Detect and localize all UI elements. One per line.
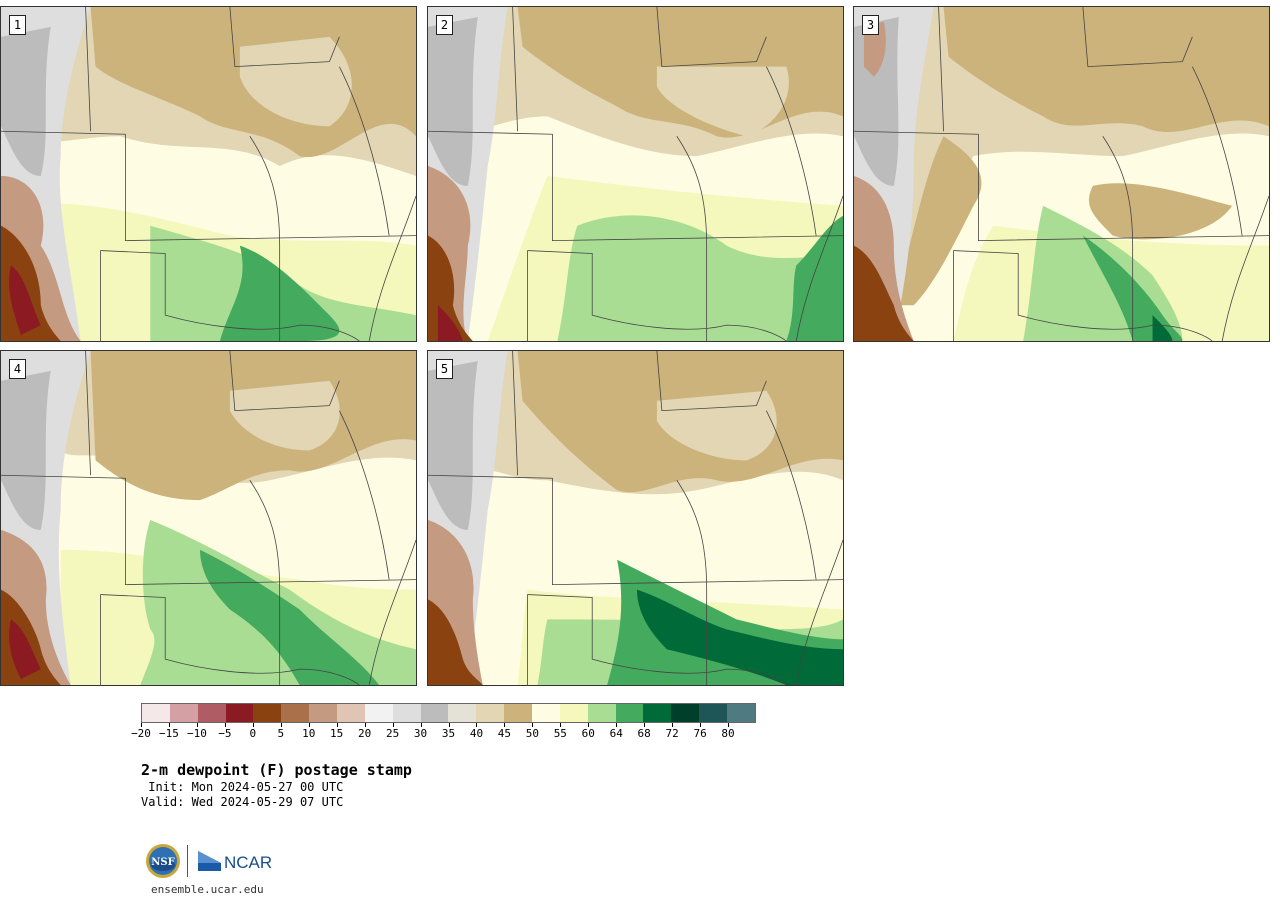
colorbar-tick-label: −15: [159, 727, 179, 740]
forecast-panel-4: 4: [0, 350, 417, 686]
logo-separator: [187, 845, 188, 877]
colorbar-tick-label: 64: [609, 727, 623, 740]
colorbar-segment: [448, 704, 477, 722]
colorbar-segment: [532, 704, 560, 722]
dewpoint-map-4: [1, 351, 416, 685]
colorbar-segment: [671, 704, 700, 722]
panel-label: 2: [436, 15, 453, 35]
colorbar-segment: [281, 704, 310, 722]
forecast-panel-3: 3: [853, 6, 1270, 342]
colorbar-tick-label: −20: [131, 727, 151, 740]
colorbar-tickmark: [308, 723, 310, 727]
colorbar-tickmark: [532, 723, 534, 727]
colorbar-segment: [197, 704, 226, 722]
colorbar-tick-label: 5: [277, 727, 285, 740]
dewpoint-map-1: [1, 7, 416, 341]
colorbar-tickmark: [644, 723, 646, 727]
colorbar-segment: [225, 704, 254, 722]
colorbar-tick-label: 10: [302, 727, 316, 740]
colorbar-tick-label: 20: [358, 727, 372, 740]
ncar-logo: NCAR: [198, 851, 272, 872]
colorbar-tickmark: [252, 723, 254, 727]
panel-label: 5: [436, 359, 453, 379]
dewpoint-map-2: [428, 7, 843, 341]
colorbar-tickmark: [448, 723, 450, 727]
panel-label: 4: [9, 359, 26, 379]
colorbar-tickmark: [280, 723, 282, 727]
panel-label: 3: [862, 15, 879, 35]
colorbar-segment: [142, 704, 170, 722]
colorbar-tick-label: 0: [249, 727, 257, 740]
colorbar-segment: [476, 704, 505, 722]
colorbar-tick-label: 45: [497, 727, 512, 740]
colorbar-tick-label: 55: [553, 727, 567, 740]
colorbar-tickmark: [728, 723, 730, 727]
nsf-logo: NSF: [146, 844, 180, 878]
init-time: Init: Mon 2024-05-27 00 UTC: [141, 780, 344, 794]
forecast-panel-2: 2: [427, 6, 844, 342]
colorbar-tickmark: [168, 723, 170, 727]
svg-text:NSF: NSF: [151, 857, 174, 868]
colorbar-segment: [587, 704, 616, 722]
colorbar-tickmark: [504, 723, 506, 727]
colorbar-tick-label: 60: [581, 727, 595, 740]
panel-label: 1: [9, 15, 26, 35]
colorbar-segment: [699, 704, 728, 722]
colorbar-tick-label: 35: [441, 727, 456, 740]
colorbar-segment: [364, 704, 393, 722]
colorbar-segment: [169, 704, 198, 722]
colorbar-tick-label: 80: [721, 727, 735, 740]
colorbar-tickmark: [560, 723, 562, 727]
colorbar-tick-label: 25: [385, 727, 400, 740]
svg-text:NCAR: NCAR: [224, 853, 272, 872]
colorbar-tickmark: [141, 723, 142, 727]
colorbar-tick-label: 50: [525, 727, 539, 740]
colorbar-tick-label: 15: [330, 727, 344, 740]
colorbar-tick-label: 30: [413, 727, 428, 740]
colorbar-segment: [615, 704, 644, 722]
chart-title: 2-m dewpoint (F) postage stamp: [141, 761, 412, 779]
colorbar-tickmark: [364, 723, 366, 727]
colorbar-tickmark: [420, 723, 422, 727]
colorbar-tick-label: 40: [469, 727, 484, 740]
site-url: ensemble.ucar.edu: [151, 883, 264, 896]
colorbar: [141, 703, 756, 723]
colorbar-tick-label: 76: [693, 727, 707, 740]
colorbar-tickmark: [224, 723, 226, 727]
colorbar-segment: [253, 704, 282, 722]
colorbar-tick-label: 72: [665, 727, 679, 740]
colorbar-tick-label: 68: [637, 727, 651, 740]
colorbar-segment: [392, 704, 421, 722]
colorbar-segment: [559, 704, 588, 722]
colorbar-segment: [643, 704, 672, 722]
colorbar-tickmark: [616, 723, 618, 727]
colorbar-tick-label: −10: [186, 727, 207, 740]
colorbar-tickmark: [700, 723, 702, 727]
colorbar-segment: [727, 704, 755, 722]
colorbar-segment: [337, 704, 365, 722]
colorbar-tickmark: [336, 723, 338, 727]
colorbar-ticks: −20 −15 −10 −5 0 5 10 15 20 25 30 35 40 45 50 55 60 64 68 7…: [131, 723, 756, 743]
colorbar-segment: [420, 704, 449, 722]
colorbar-segment: [504, 704, 533, 722]
colorbar-tick-label: −5: [218, 727, 232, 740]
colorbar-segment: [309, 704, 338, 722]
dewpoint-map-3: [854, 7, 1269, 341]
forecast-panel-5: 5: [427, 350, 844, 686]
colorbar-tickmark: [196, 723, 198, 727]
colorbar-tickmark: [476, 723, 478, 727]
colorbar-tickmark: [392, 723, 394, 727]
colorbar-tickmark: [588, 723, 590, 727]
dewpoint-map-5: [428, 351, 843, 685]
valid-time: Valid: Wed 2024-05-29 07 UTC: [141, 795, 344, 809]
colorbar-tickmark: [672, 723, 674, 727]
forecast-panel-1: 1: [0, 6, 417, 342]
